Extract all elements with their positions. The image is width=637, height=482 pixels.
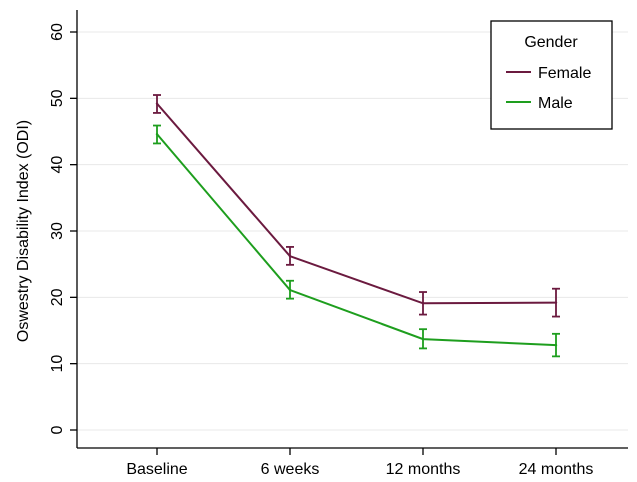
y-tick-label: 0 [49, 425, 66, 434]
legend-title: Gender [524, 34, 578, 51]
y-tick-label: 50 [49, 89, 66, 107]
axes: 0 10 20 30 40 50 60 Baseline 6 weeks 12 months 24 … [49, 10, 628, 478]
x-tick-label: 24 months [519, 461, 594, 478]
legend-box [490, 20, 613, 130]
legend: Gender Female Male [490, 20, 613, 130]
x-tick-label: Baseline [126, 461, 187, 478]
error-bars [153, 94, 560, 358]
y-tick-label: 20 [49, 288, 66, 306]
series-line-male [156, 133, 557, 347]
y-tick-label: 10 [49, 355, 66, 373]
y-tick-label: 60 [49, 23, 66, 41]
series-line-female [156, 102, 557, 305]
x-tick-label: 6 weeks [261, 461, 320, 478]
legend-label-male: Male [538, 95, 573, 112]
legend-label-female: Female [538, 65, 591, 82]
y-tick-label: 40 [49, 156, 66, 174]
x-tick-label: 12 months [386, 461, 461, 478]
y-tick-label: 30 [49, 222, 66, 240]
y-axis-title: Oswestry Disability Index (ODI) [15, 120, 32, 342]
